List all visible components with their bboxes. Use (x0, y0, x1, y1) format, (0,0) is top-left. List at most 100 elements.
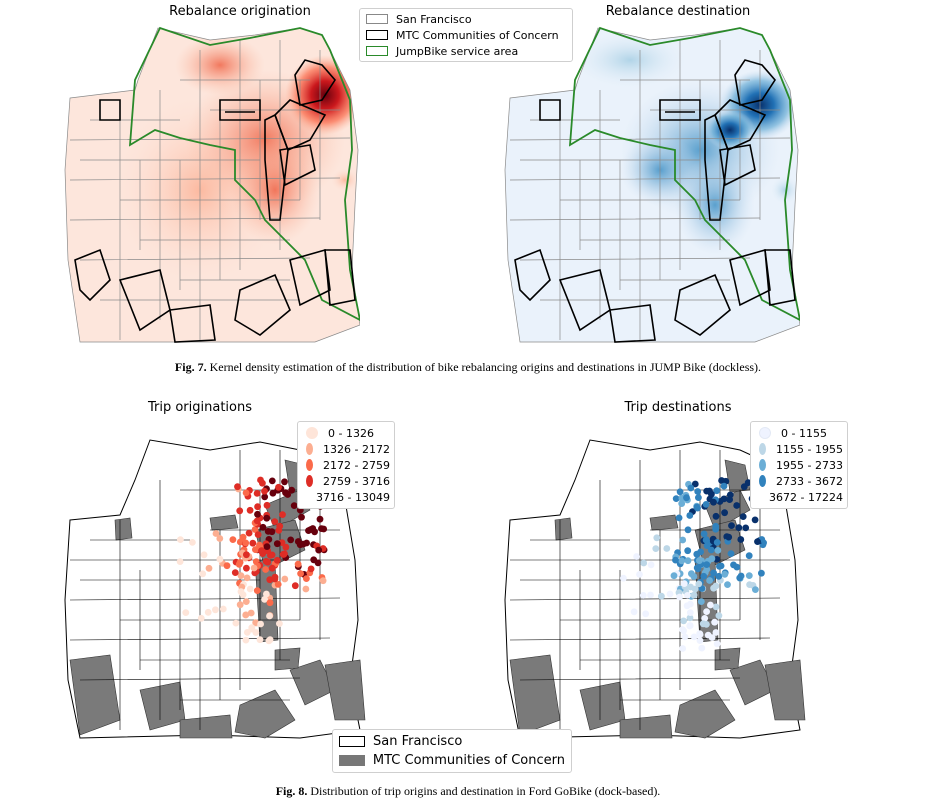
station-dot (727, 550, 735, 557)
station-dot (256, 541, 263, 549)
legend-class-4: 2733 - 3672 (755, 473, 843, 489)
station-dot (684, 547, 692, 555)
station-dot (284, 491, 292, 498)
station-dot (274, 581, 282, 588)
station-dot (710, 584, 717, 592)
station-dot (751, 516, 759, 524)
station-dot (721, 570, 729, 578)
station-dot (700, 530, 708, 538)
station-dot (242, 598, 250, 605)
fig8-left-title: Trip originations (147, 400, 253, 415)
station-dot (216, 535, 224, 542)
station-dot (276, 522, 284, 530)
station-dot (235, 561, 243, 568)
station-dot (290, 502, 298, 509)
station-dot (276, 620, 283, 627)
station-dot (716, 563, 723, 570)
outline-swatch (339, 736, 365, 747)
station-dot (231, 569, 239, 576)
station-dot (288, 486, 296, 494)
station-dot (254, 531, 262, 538)
fig7-legend: San Francisco MTC Communities of Concern… (359, 8, 573, 62)
station-dot (223, 562, 231, 570)
station-dot (742, 524, 750, 532)
station-dot (630, 608, 638, 616)
station-dot (232, 619, 240, 627)
station-dot (712, 603, 720, 611)
fig7-caption-text: Kernel density estimation of the distrib… (206, 360, 762, 374)
station-dot (205, 564, 213, 572)
station-dot (684, 557, 692, 565)
station-dot (237, 588, 245, 596)
station-dot (693, 503, 701, 511)
station-dot (693, 550, 701, 558)
station-dot (229, 536, 237, 543)
fig8-caption-text: Distribution of trip origins and destina… (307, 784, 661, 798)
legend-item-jumpbike-area: JumpBike service area (366, 43, 566, 59)
station-dot (707, 601, 714, 609)
station-dot (250, 564, 258, 572)
station-dot (696, 557, 703, 564)
station-dot (212, 606, 219, 614)
station-dot (710, 498, 717, 506)
station-dot (718, 477, 725, 484)
station-dot (652, 545, 660, 552)
station-dot (678, 557, 686, 565)
station-dot (639, 592, 647, 599)
station-dot (708, 555, 716, 563)
station-dot (683, 494, 690, 502)
fig7-left-title: Rebalance origination (169, 4, 311, 19)
station-dot (680, 580, 688, 587)
station-dot (686, 614, 694, 622)
station-dot (690, 633, 698, 641)
station-dot (726, 491, 734, 499)
station-dot (265, 637, 273, 645)
station-dot (636, 571, 643, 578)
station-dot (262, 558, 270, 565)
station-dot (713, 640, 721, 648)
station-dot (640, 559, 648, 567)
station-dot (242, 636, 250, 644)
class-3-dot (306, 459, 314, 471)
station-dot (266, 612, 273, 620)
station-dot (291, 582, 299, 590)
station-dot (319, 577, 327, 585)
station-dot (706, 577, 713, 584)
station-dot (243, 564, 250, 572)
station-dot (256, 636, 264, 644)
legend-class-1: 0 - 1155 (755, 425, 843, 441)
station-dot (712, 512, 720, 520)
station-dot (294, 538, 302, 545)
station-dot (676, 488, 684, 496)
station-dot (253, 587, 261, 594)
station-dot (695, 494, 702, 501)
station-dot (271, 575, 279, 583)
station-dot (737, 536, 745, 543)
station-dot (303, 575, 310, 582)
station-dot (310, 556, 318, 564)
legend-item-mtc-communities: MTC Communities of Concern (339, 751, 565, 770)
station-dot (243, 629, 251, 636)
station-dot (242, 539, 250, 547)
station-dot (245, 529, 253, 537)
station-dot (700, 572, 708, 580)
station-dot (686, 609, 694, 616)
station-dot (706, 487, 713, 495)
station-dot (242, 611, 250, 619)
station-dot (713, 487, 721, 495)
station-dot (261, 493, 269, 501)
station-dot (294, 560, 302, 568)
station-dot (653, 534, 661, 542)
station-dot (275, 483, 282, 491)
station-dot (236, 601, 244, 609)
station-dot (691, 585, 699, 593)
station-dot (316, 515, 324, 523)
station-dot (200, 551, 208, 559)
station-dot (318, 525, 325, 532)
station-dot (189, 539, 196, 546)
station-dot (176, 558, 184, 565)
fig8-left-map (64, 439, 366, 739)
legend-class-5: 3672 - 17224 (759, 490, 843, 504)
station-dot (262, 566, 269, 573)
station-dot (672, 556, 679, 564)
